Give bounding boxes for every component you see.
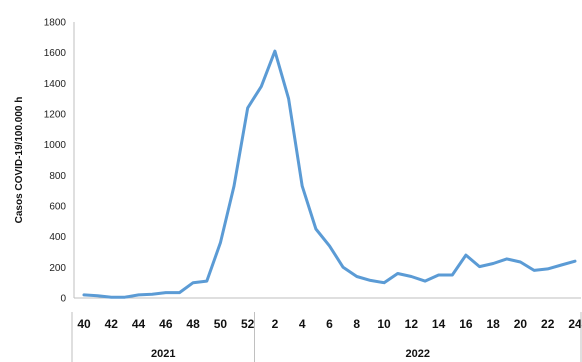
x-tick-labels: 40 42 44 46 48 50 52 2 4 6 8 10 12 14 16 18 20 22 24	[77, 317, 582, 331]
x-tick-label: 22	[541, 317, 555, 331]
x-tick-label: 2	[272, 317, 279, 331]
y-tick-label: 1800	[44, 18, 67, 29]
series-line	[82, 49, 577, 299]
x-tick-label: 8	[353, 317, 360, 331]
x-tick-label: 10	[377, 317, 391, 331]
x-tick-label: 48	[186, 317, 200, 331]
series-layer	[82, 49, 577, 299]
x-tick-label: 52	[241, 317, 255, 331]
y-tick-label: 1000	[44, 140, 67, 151]
y-tick-labels: 0 200 400 600 800 1000 1200 1400 1600 1800	[44, 18, 67, 305]
x-tick-label: 14	[432, 317, 446, 331]
x-tick-label: 44	[132, 317, 146, 331]
x-tick-label: 6	[326, 317, 333, 331]
x-tick-label: 50	[214, 317, 228, 331]
year-group-labels: 2021 2022	[71, 312, 582, 362]
x-tick-label: 16	[459, 317, 473, 331]
x-tick-label: 42	[105, 317, 119, 331]
y-tick-label: 200	[49, 263, 66, 274]
year-group-label: 2021	[151, 348, 175, 360]
y-axis-label: Casos COVID-19/100.000 h	[14, 97, 25, 224]
y-tick-label: 0	[60, 294, 66, 305]
x-tick-label: 4	[299, 317, 306, 331]
x-tick-label: 40	[77, 317, 91, 331]
y-tick-label: 1200	[44, 110, 67, 121]
y-tick-label: 1400	[44, 79, 67, 90]
x-tick-label: 18	[486, 317, 500, 331]
x-tick-label: 46	[159, 317, 173, 331]
x-tick-label: 20	[514, 317, 528, 331]
y-tick-label: 400	[49, 232, 66, 243]
y-tick-label: 1600	[44, 48, 67, 59]
x-tick-label: 24	[568, 317, 582, 331]
year-group-label: 2022	[406, 348, 430, 360]
x-tick-label: 12	[405, 317, 419, 331]
y-tick-label: 800	[49, 171, 66, 182]
y-tick-label: 600	[49, 202, 66, 213]
